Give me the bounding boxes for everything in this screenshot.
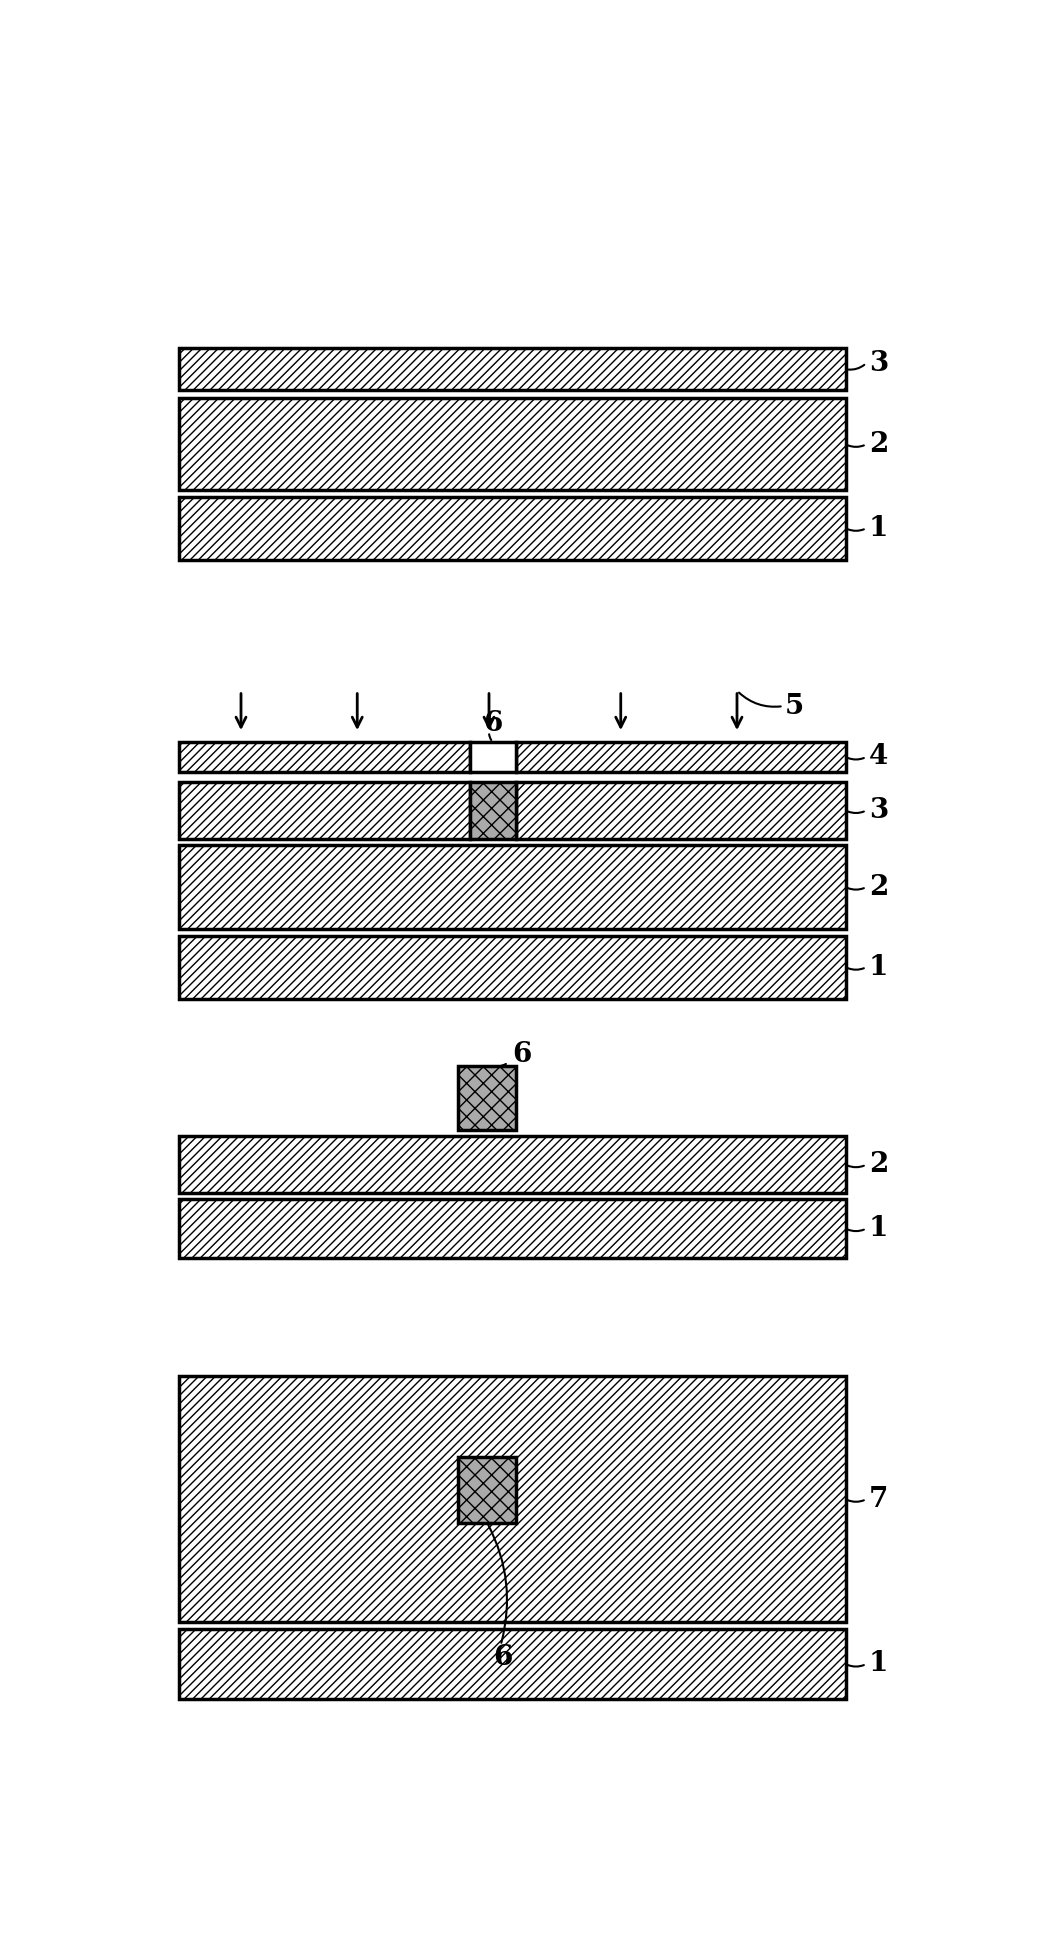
- Text: 2: 2: [869, 431, 888, 458]
- Bar: [458, 1067, 516, 1129]
- Text: 3: 3: [869, 796, 888, 824]
- Bar: [179, 1135, 846, 1194]
- Bar: [516, 781, 846, 840]
- Text: 2: 2: [869, 1151, 888, 1178]
- Bar: [516, 742, 846, 771]
- Text: 3: 3: [869, 350, 888, 376]
- Text: 7: 7: [869, 1485, 888, 1513]
- Text: 1: 1: [869, 515, 888, 542]
- Text: 6: 6: [493, 1644, 512, 1671]
- Bar: [179, 348, 846, 389]
- Text: 1: 1: [869, 1215, 888, 1243]
- Bar: [179, 845, 846, 930]
- Bar: [179, 935, 846, 998]
- Text: 4: 4: [869, 744, 888, 771]
- Bar: [470, 781, 516, 840]
- Text: 5: 5: [785, 693, 805, 720]
- Bar: [179, 397, 846, 491]
- Text: 2: 2: [869, 873, 888, 900]
- Text: 1: 1: [869, 1650, 888, 1677]
- Bar: [179, 497, 846, 560]
- Text: 6: 6: [512, 1041, 532, 1069]
- Bar: [470, 742, 516, 771]
- Bar: [458, 1458, 516, 1523]
- Text: 6: 6: [483, 710, 502, 738]
- Text: 1: 1: [869, 953, 888, 980]
- Bar: [179, 1628, 846, 1699]
- Bar: [179, 1376, 846, 1622]
- Bar: [179, 742, 470, 771]
- Bar: [179, 781, 470, 840]
- Bar: [179, 1200, 846, 1258]
